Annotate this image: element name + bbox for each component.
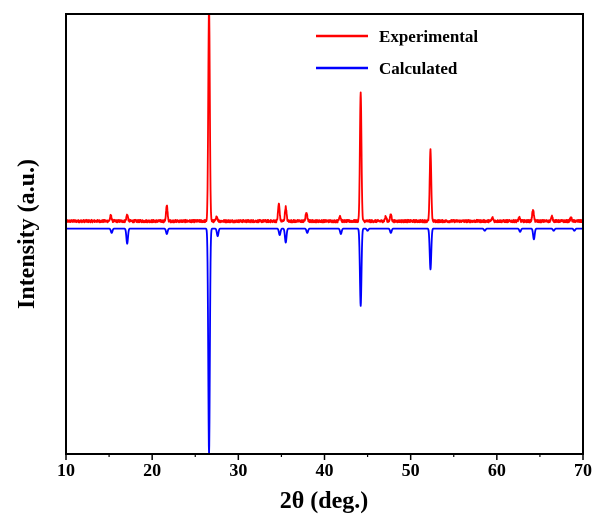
- x-tick-label: 50: [402, 460, 420, 480]
- legend-label-calculated: Calculated: [379, 59, 458, 78]
- legend: Experimental Calculated: [316, 27, 478, 78]
- x-axis: 10 20 30 40 50 60 70: [57, 454, 592, 480]
- plot-frame: [65, 13, 584, 455]
- x-axis-title: 2θ (deg.): [280, 488, 369, 514]
- x-tick-label: 70: [574, 460, 592, 480]
- x-tick-label: 60: [488, 460, 506, 480]
- y-axis-title: Intensity (a.u.): [14, 159, 40, 309]
- series-line-experimental: [65, 13, 584, 224]
- x-tick-label: 30: [229, 460, 247, 480]
- x-tick-label: 20: [143, 460, 161, 480]
- series-line-calculated: [65, 227, 584, 455]
- x-tick-label: 10: [57, 460, 75, 480]
- series-layer: [65, 13, 584, 455]
- legend-label-experimental: Experimental: [379, 27, 478, 46]
- x-tick-label: 40: [316, 460, 334, 480]
